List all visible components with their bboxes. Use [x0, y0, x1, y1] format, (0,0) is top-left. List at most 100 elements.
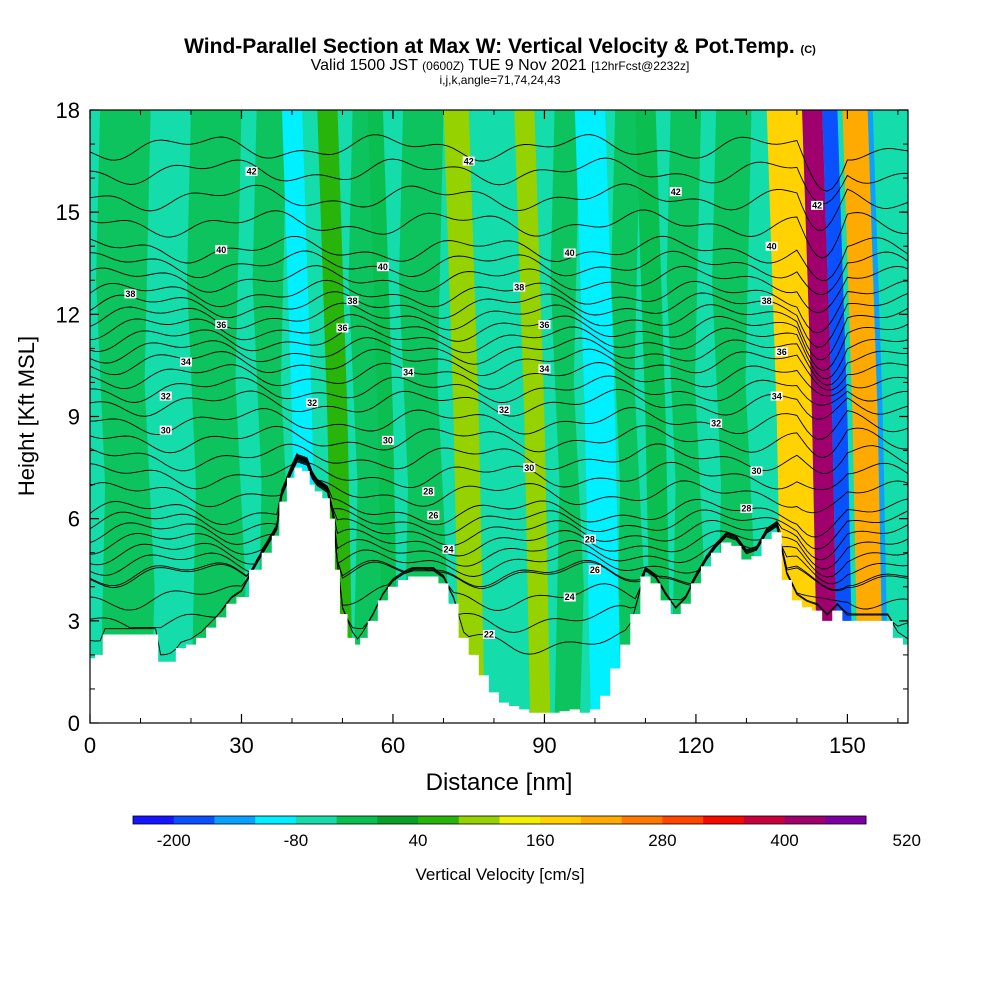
y-tick-label: 6	[68, 507, 80, 532]
theta-contour	[90, 452, 908, 491]
x-axis-label: Distance [nm]	[426, 769, 573, 796]
svg-text:36: 36	[216, 320, 226, 330]
velocity-band	[514, 110, 551, 723]
svg-text:28: 28	[741, 504, 751, 514]
colorbar-swatch	[418, 816, 460, 824]
svg-text:24: 24	[443, 545, 453, 555]
x-tick-label: 120	[678, 733, 715, 758]
theta-contour	[90, 314, 908, 372]
svg-text:38: 38	[348, 296, 358, 306]
y-tick-label: 3	[68, 609, 80, 634]
colorbar-tick-label: -80	[284, 831, 309, 850]
colorbar-swatch	[255, 816, 297, 824]
plot-area: 42 42 42 42 40 40 40 40 38 38 38 38 36 36 36 36 34 34 34 34…	[90, 110, 908, 723]
velocity-band	[802, 110, 839, 723]
svg-text:38: 38	[514, 282, 524, 292]
theta-contour-label: 30	[750, 466, 763, 476]
theta-contour-label: 34	[179, 357, 192, 367]
theta-contour-label: 42	[811, 201, 824, 211]
svg-text:42: 42	[671, 187, 681, 197]
svg-text:30: 30	[383, 436, 393, 446]
colorbar-swatch	[173, 816, 215, 824]
svg-text:28: 28	[423, 487, 433, 497]
svg-text:42: 42	[812, 201, 822, 211]
velocity-band	[478, 110, 526, 723]
velocity-patch	[186, 110, 246, 723]
y-tick-label: 12	[56, 302, 80, 327]
theta-contour	[90, 459, 908, 611]
chart-title: Wind-Parallel Section at Max W: Vertical…	[184, 35, 816, 58]
theta-contour	[90, 183, 908, 231]
svg-text:30: 30	[161, 425, 171, 435]
theta-contour-label: 38	[513, 282, 526, 292]
colorbar-swatch	[377, 816, 419, 824]
svg-text:32: 32	[711, 419, 721, 429]
chart-indices: i,j,k,angle=71,74,24,43	[439, 73, 561, 87]
theta-contour	[90, 265, 908, 314]
theta-contour	[90, 134, 908, 192]
theta-contour-label: 34	[402, 367, 415, 377]
theta-contour-label: 38	[124, 289, 137, 299]
theta-contour-label: 38	[760, 296, 773, 306]
x-tick-label: 0	[84, 733, 96, 758]
colorbar-swatch	[499, 816, 541, 824]
svg-text:40: 40	[767, 241, 777, 251]
svg-text:24: 24	[565, 592, 575, 602]
svg-text:34: 34	[403, 367, 413, 377]
theta-contour	[90, 348, 908, 391]
theta-contour-label: 40	[563, 248, 576, 258]
svg-text:42: 42	[464, 156, 474, 166]
svg-text:34: 34	[772, 391, 782, 401]
colorbar-tick-label: 400	[770, 831, 798, 850]
theta-contour-label: 28	[740, 504, 753, 514]
velocity-band	[317, 110, 354, 723]
theta-contour-label: 24	[563, 592, 576, 602]
theta-contour	[90, 461, 908, 656]
theta-contour-label: 30	[381, 436, 394, 446]
theta-contour-label: 30	[159, 425, 172, 435]
theta-contour-label: 28	[583, 534, 596, 544]
theta-contour-label: 36	[538, 320, 551, 330]
svg-text:34: 34	[181, 357, 191, 367]
velocity-band	[872, 110, 908, 723]
theta-contour	[90, 209, 908, 259]
theta-contour-label: 32	[159, 391, 172, 401]
theta-contour-label: 36	[775, 347, 788, 357]
theta-contour-label: 28	[422, 487, 435, 497]
svg-text:40: 40	[565, 248, 575, 258]
theta-contour-label: 22	[482, 630, 495, 640]
chart-subtitle: Valid 1500 JST (0600Z) TUE 9 Nov 2021 [1…	[310, 57, 690, 74]
colorbar: -200 -80 40 160 280 400 520	[132, 815, 921, 850]
svg-text:38: 38	[762, 296, 772, 306]
theta-contour	[90, 456, 908, 570]
colorbar-swatch	[580, 816, 623, 824]
svg-text:26: 26	[428, 510, 438, 520]
theta-contour	[90, 455, 908, 550]
svg-text:28: 28	[585, 534, 595, 544]
svg-text:32: 32	[307, 398, 317, 408]
theta-contour-label: 42	[462, 156, 475, 166]
theta-contour	[90, 455, 908, 561]
terrain-mask	[90, 467, 908, 723]
theta-contour-label: 26	[427, 510, 440, 520]
colorbar-swatch	[458, 816, 500, 824]
svg-text:42: 42	[247, 167, 257, 177]
svg-text:36: 36	[337, 323, 347, 333]
colorbar-swatch	[295, 816, 338, 824]
svg-text:34: 34	[539, 364, 549, 374]
theta-contour-label: 38	[346, 296, 359, 306]
velocity-band	[367, 110, 399, 723]
theta-contour-label: 32	[306, 398, 319, 408]
velocity-patch	[96, 110, 155, 723]
colorbar-swatch	[540, 816, 582, 824]
theta-contour-label: 36	[215, 320, 228, 330]
x-tick-label: 150	[829, 733, 866, 758]
colorbar-swatch	[662, 816, 704, 824]
theta-contour	[90, 407, 908, 440]
colorbar-swatch	[703, 816, 745, 824]
svg-text:26: 26	[590, 565, 600, 575]
theta-contour-label: 34	[770, 391, 783, 401]
theta-contour-label: 42	[669, 187, 682, 197]
